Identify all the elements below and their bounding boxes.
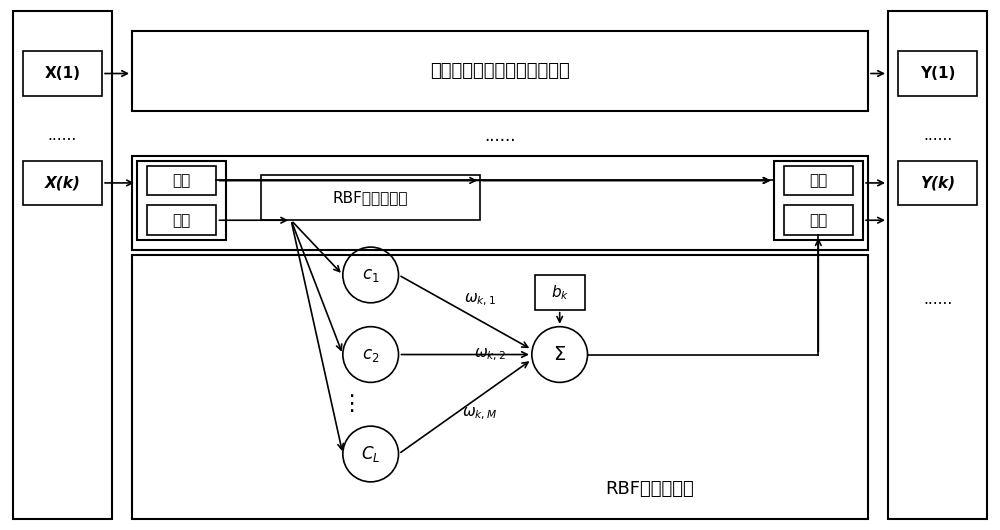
Text: X(1): X(1) (44, 66, 80, 81)
Text: ......: ...... (923, 293, 952, 307)
Bar (784, 165, 853, 196)
Bar (784, 205, 853, 235)
Text: Y(k): Y(k) (920, 175, 955, 190)
Bar (137, 161, 226, 240)
Text: 虚部: 虚部 (809, 213, 827, 228)
Bar (261, 175, 480, 220)
Bar (23, 161, 102, 205)
Text: Y(1): Y(1) (920, 66, 955, 81)
Bar (23, 51, 102, 96)
Text: RBF神经子网络: RBF神经子网络 (333, 190, 408, 205)
Bar (774, 161, 863, 240)
Text: 实部: 实部 (173, 173, 191, 188)
Text: X(k): X(k) (44, 175, 80, 190)
Bar (535, 275, 585, 310)
Bar (147, 165, 216, 196)
Text: $c_1$: $c_1$ (362, 266, 379, 284)
Text: 虚部: 虚部 (173, 213, 191, 228)
Text: $\omega_{k,M}$: $\omega_{k,M}$ (462, 406, 498, 422)
Text: RBF神经子网络: RBF神经子网络 (605, 480, 694, 498)
Bar (898, 51, 977, 96)
Text: 实部: 实部 (809, 173, 827, 188)
Bar (13, 11, 112, 519)
Text: ......: ...... (923, 128, 952, 143)
Bar (132, 31, 868, 111)
Text: $c_2$: $c_2$ (362, 346, 379, 364)
Text: $\Sigma$: $\Sigma$ (553, 345, 566, 364)
Bar (132, 255, 868, 519)
Text: ......: ...... (48, 128, 77, 143)
Text: $\omega_{k,1}$: $\omega_{k,1}$ (464, 292, 496, 308)
Text: $\omega_{k,2}$: $\omega_{k,2}$ (474, 347, 506, 363)
Bar (132, 156, 868, 250)
Text: $C_L$: $C_L$ (361, 444, 380, 464)
Bar (147, 205, 216, 235)
Bar (898, 161, 977, 205)
Text: $b_k$: $b_k$ (551, 283, 569, 302)
Text: 第一个子载波的神经网络单元: 第一个子载波的神经网络单元 (430, 62, 570, 80)
Text: ⋮: ⋮ (340, 394, 362, 414)
Text: ......: ...... (484, 127, 516, 145)
Bar (888, 11, 987, 519)
